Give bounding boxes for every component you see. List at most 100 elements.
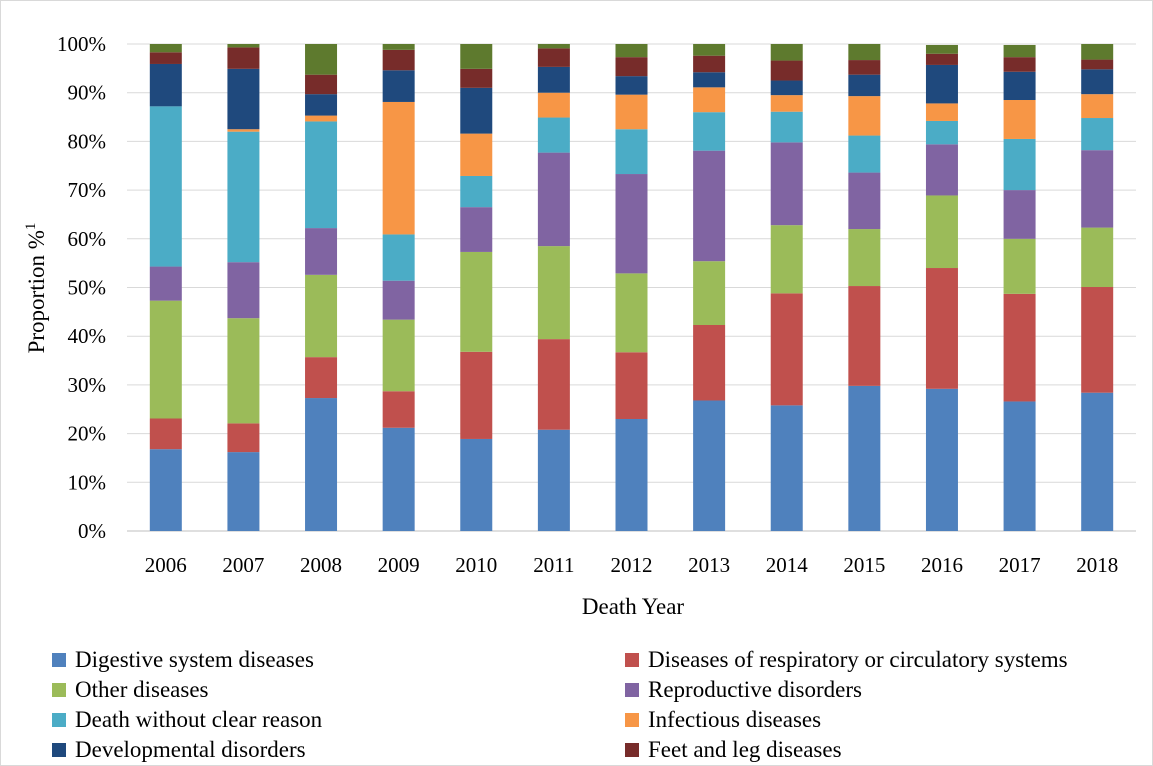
y-axis-title-text: Proportion % [24,230,49,353]
bar-segment [615,94,648,130]
bar-segment [925,195,958,269]
x-tick-label: 2012 [611,553,653,577]
legend-label: Developmental disorders [75,737,306,762]
bar-segment [382,427,415,531]
legend-swatch [52,743,66,757]
bar-segment [227,131,260,263]
legend-label: Infectious diseases [648,707,822,732]
bar-segment [1081,69,1114,95]
x-tick-label: 2017 [999,553,1041,577]
legend-item: Diseases of respiratory or circulatory s… [625,646,1068,674]
bar-segment [149,266,182,301]
x-tick-label: 2006 [145,553,187,577]
bar-segment [925,44,958,54]
bar-segment [382,319,415,392]
y-tick-labels: 0% 10% 20% 30% 40% 50% 60% 70% 80% 90% 100% [57,32,106,543]
bar-segment [925,53,958,65]
bar-segment [305,94,338,116]
bar-segment [615,44,648,58]
bar-segment [382,391,415,428]
bar-segment [770,405,803,531]
bar-segment [693,112,726,151]
bar-segment [848,229,881,287]
bar-segment [1003,401,1036,531]
bar-segment [925,64,958,104]
y-axis-title: Proportion %1 [23,223,49,354]
y-tick-label: 80% [68,129,107,153]
bar-segment [1081,227,1114,288]
y-tick-label: 40% [68,324,107,348]
y-tick-label: 50% [68,276,107,300]
x-tick-label: 2011 [533,553,574,577]
bar-segment [770,44,803,61]
bar-segment [1003,100,1036,139]
bar-segment [925,388,958,531]
y-tick-label: 10% [68,470,107,494]
bar-segment [693,44,726,56]
x-tick-label: 2018 [1076,553,1118,577]
bar-segment [537,152,570,247]
bar-segment [615,129,648,175]
bar-segment [382,280,415,320]
bar-segment [925,144,958,196]
legend-label: Other diseases [75,677,209,702]
bar-segment [149,449,182,531]
bar-segment [770,80,803,96]
bar-segment [1003,71,1036,101]
bar-segment [848,96,881,136]
bar-segment [305,228,338,275]
bar-segment [693,324,726,401]
bar-segment [149,418,182,450]
bar-segment [227,44,260,48]
bar-segment [305,357,338,399]
bar-segment [1003,293,1036,402]
legend-swatch [625,743,639,757]
bar-segment [848,286,881,386]
bar-segment [537,92,570,118]
legend-swatch [52,713,66,727]
bar-segment [770,111,803,143]
legend-item: Infectious diseases [625,706,821,734]
bar-segment [537,246,570,340]
bar-segment [460,68,493,88]
legend-item: Death without clear reason [52,706,322,734]
bar-segment [149,52,182,64]
bar-segment [227,262,260,319]
legend-item: Developmental disorders [52,736,306,764]
bar-segment [305,74,338,95]
bar-segment [460,87,493,134]
bar-segment [615,273,648,353]
y-axis-title-superscript: 1 [23,223,39,231]
bar-segment [925,268,958,389]
bar-segment [1003,190,1036,239]
y-tick-label: 90% [68,81,107,105]
bar-segment [537,48,570,67]
bar-segment [693,400,726,531]
bars-layer [149,44,1114,531]
bar-segment [693,150,726,262]
bar-segment [460,175,493,208]
bar-segment [382,101,415,235]
bar-segment [227,47,260,69]
x-tick-label: 2013 [688,553,730,577]
legend-swatch [52,653,66,667]
bar-segment [149,44,182,53]
bar-segment [693,261,726,325]
y-tick-label: 20% [68,422,107,446]
x-tick-label: 2009 [378,553,420,577]
bar-segment [537,44,570,49]
legend-label: Digestive system diseases [75,647,314,672]
legend-item: Reproductive disorders [625,676,862,704]
bar-segment [149,106,182,267]
bar-segment [1081,59,1114,70]
legend-swatch [625,713,639,727]
legend-swatch [625,653,639,667]
bar-segment [770,95,803,112]
x-tick-label: 2008 [300,553,342,577]
bar-segment [693,72,726,88]
bar-segment [1003,57,1036,72]
bar-segment [227,129,260,132]
bar-segment [770,142,803,226]
bar-segment [305,121,338,229]
legend-label: Death without clear reason [75,707,323,732]
